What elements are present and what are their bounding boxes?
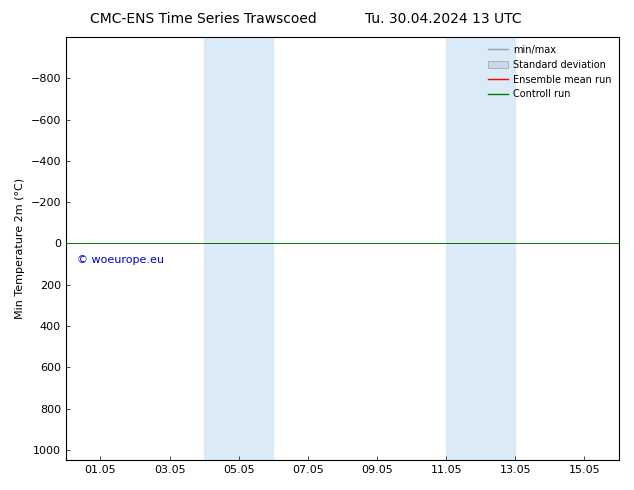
Bar [446, 37, 515, 460]
Bar [204, 37, 273, 460]
Text: CMC-ENS Time Series Trawscoed: CMC-ENS Time Series Trawscoed [89, 12, 316, 26]
Text: Tu. 30.04.2024 13 UTC: Tu. 30.04.2024 13 UTC [365, 12, 522, 26]
Legend: min/max, Standard deviation, Ensemble mean run, Controll run: min/max, Standard deviation, Ensemble me… [486, 42, 614, 102]
Y-axis label: Min Temperature 2m (°C): Min Temperature 2m (°C) [15, 178, 25, 319]
Text: © woeurope.eu: © woeurope.eu [77, 255, 164, 265]
